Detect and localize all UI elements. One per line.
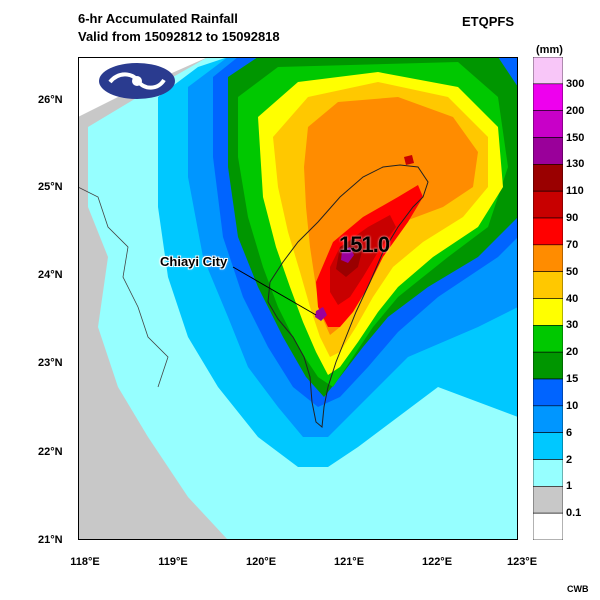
lat-label-24: 24°N <box>38 269 63 281</box>
rainfall-map <box>78 57 518 540</box>
legend-level-label: 70 <box>566 238 579 251</box>
color-legend <box>533 57 563 540</box>
legend-swatch <box>533 459 563 487</box>
legend-swatch <box>533 325 563 353</box>
legend-level-label: 2 <box>566 453 573 466</box>
legend-swatch <box>533 110 563 138</box>
legend-swatch <box>533 512 563 540</box>
legend-swatch <box>533 190 563 219</box>
legend-level-label: 1 <box>566 480 573 493</box>
rain-area-purple-south <box>315 307 327 321</box>
lat-label-21: 21°N <box>38 534 63 546</box>
legend-level-label: 10 <box>566 399 579 412</box>
legend-swatch <box>533 351 563 380</box>
rain-area-purple-core <box>341 247 354 263</box>
chiayi-city-label: Chiayi City <box>160 254 228 269</box>
title-line-2: Valid from 15092812 to 15092818 <box>78 29 280 44</box>
legend-swatch <box>533 271 563 299</box>
legend-level-label: 40 <box>566 292 579 305</box>
legend-swatch <box>533 83 563 111</box>
lat-label-25: 25°N <box>38 181 63 193</box>
legend-swatch <box>533 298 563 326</box>
legend-level-label: 130 <box>566 158 585 171</box>
max-rainfall-label: 151.0 <box>339 232 390 257</box>
lon-label-120: 120°E <box>245 556 277 568</box>
lon-label-121: 121°E <box>333 556 365 568</box>
legend-swatch <box>533 432 563 460</box>
legend-level-label: 50 <box>566 265 579 278</box>
legend-level-label: 30 <box>566 319 579 332</box>
legend-swatch <box>533 405 563 433</box>
rain-area-red-north <box>404 155 414 165</box>
legend-swatch <box>533 57 563 85</box>
lon-label-119: 119°E <box>158 556 188 568</box>
legend-level-label: 6 <box>566 426 573 439</box>
lat-label-26: 26°N <box>38 94 63 106</box>
legend-level-label: 20 <box>566 346 579 359</box>
legend-level-label: 110 <box>566 185 584 198</box>
legend-level-label: 15 <box>566 373 579 385</box>
chiayi-pointer-line <box>232 266 317 316</box>
lon-label-118: 118°E <box>70 556 100 568</box>
legend-swatch <box>533 486 563 514</box>
fujian-coastline <box>78 186 169 388</box>
credit-label: CWB <box>567 584 589 594</box>
taiwan-coastline <box>267 164 429 428</box>
legend-swatch <box>533 244 563 272</box>
legend-unit: (mm) <box>536 44 563 56</box>
lat-label-23: 23°N <box>38 357 63 369</box>
cwb-logo <box>99 63 175 99</box>
lat-label-22: 22°N <box>38 446 63 458</box>
product-name: ETQPFS <box>462 14 515 29</box>
legend-level-label: 200 <box>566 104 585 117</box>
legend-swatch <box>533 217 563 246</box>
legend-level-label: 150 <box>566 131 585 144</box>
legend-level-label: 300 <box>566 77 585 90</box>
rain-area-dark-red <box>330 215 396 305</box>
map-frame <box>78 57 518 540</box>
lon-label-123: 123°E <box>506 556 538 568</box>
legend-level-label: 90 <box>566 212 579 224</box>
legend-swatch <box>533 378 563 407</box>
lon-label-122: 122°E <box>421 556 453 568</box>
legend-swatch <box>533 164 563 192</box>
title-line-1: 6-hr Accumulated Rainfall <box>78 11 238 26</box>
legend-level-label: 0.1 <box>566 507 582 520</box>
legend-swatch <box>533 137 563 165</box>
map-title: 6-hr Accumulated Rainfall Valid from 150… <box>78 10 280 46</box>
